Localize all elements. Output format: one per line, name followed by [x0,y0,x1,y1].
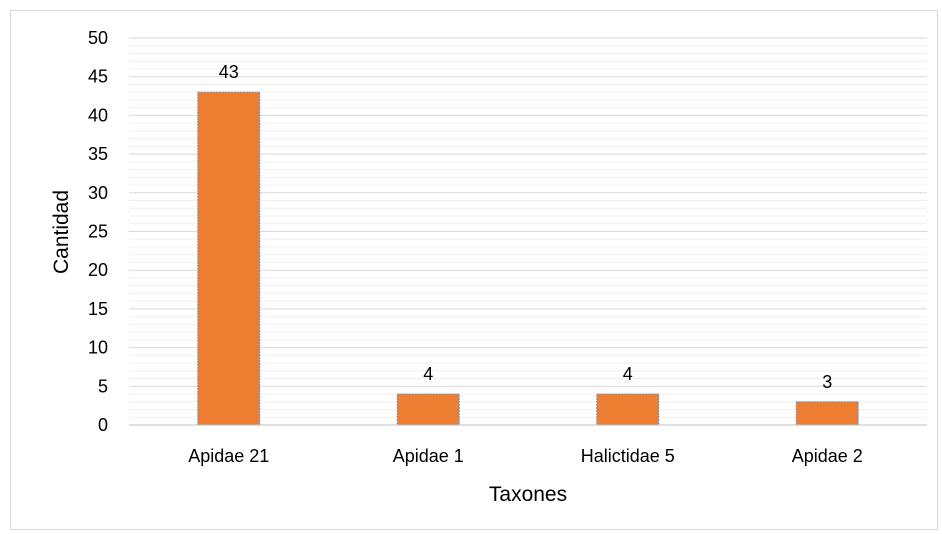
y-axis-ticks: 0 5 10 15 20 25 30 35 40 45 50 [88,28,108,435]
data-label: 4 [423,364,433,384]
y-tick-label: 10 [88,338,108,358]
y-tick-label: 35 [88,144,108,164]
bar [197,91,261,426]
data-labels: 434 4 3 [219,62,833,392]
y-tick-label: 15 [88,299,108,319]
x-tick-label: Apidae 2 [792,446,863,466]
x-axis-ticks: Apidae 21 Apidae 1 Halictidae 5 Apidae 2 [188,446,863,466]
y-tick-label: 25 [88,222,108,242]
x-axis-title: Taxones [489,483,567,506]
y-tick-label: 0 [98,415,108,435]
y-tick-label: 40 [88,105,108,125]
y-tick-label: 20 [88,260,108,280]
bar [795,401,859,426]
major-gridlines [129,37,927,387]
x-tick-label: Apidae 1 [393,446,464,466]
y-tick-label: 30 [88,183,108,203]
minor-gridlines [129,45,927,418]
bars [197,91,859,426]
y-tick-label: 5 [98,376,108,396]
bar [396,393,460,426]
y-axis-title: Cantidad [50,190,73,274]
data-label: 43 [219,62,239,82]
x-tick-label: Apidae 21 [188,446,269,466]
data-label: 3 [822,372,832,392]
y-tick-label: 50 [88,28,108,48]
y-tick-label: 45 [88,67,108,87]
x-tick-label: Halictidae 5 [581,446,675,466]
bar [596,393,660,426]
data-label: 4 [623,364,633,384]
